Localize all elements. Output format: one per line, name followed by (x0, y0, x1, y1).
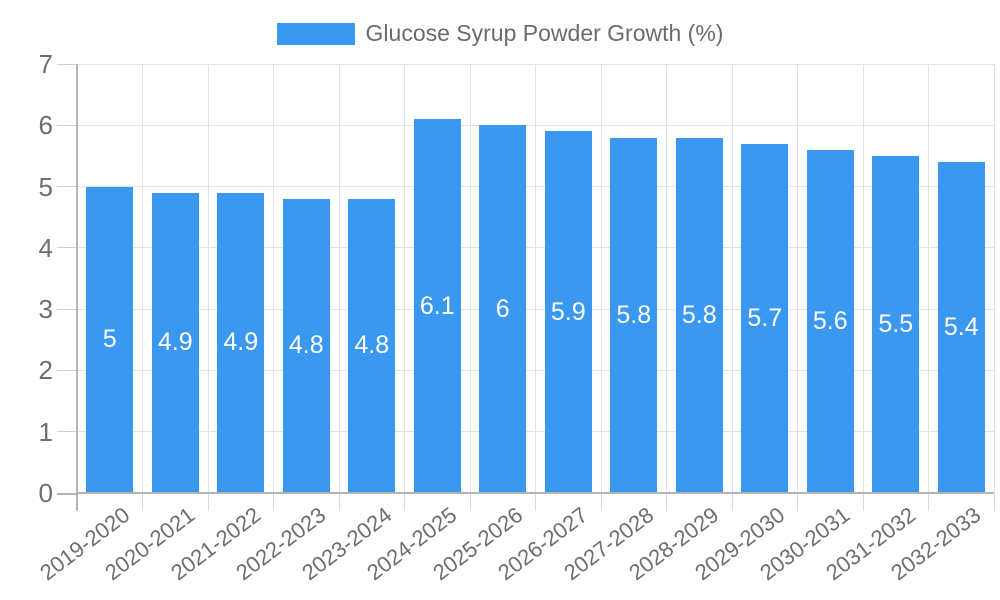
x-axis-tick (469, 493, 471, 511)
x-axis-tick (338, 493, 340, 511)
y-axis-tick (57, 63, 77, 65)
gridline-vertical (338, 64, 340, 493)
y-axis-label: 2 (38, 355, 53, 386)
y-axis-tick (57, 124, 77, 126)
bar[interactable]: 5.4 (937, 162, 985, 493)
gridline-vertical (666, 64, 667, 493)
bar[interactable]: 4.8 (282, 198, 330, 493)
bar[interactable]: 4.9 (217, 192, 265, 493)
bar-value-label: 4.9 (223, 328, 259, 357)
y-axis-tick (57, 431, 77, 433)
x-axis-tick (731, 493, 733, 511)
legend-label: Glucose Syrup Powder Growth (%) (365, 20, 724, 46)
gridline-vertical (600, 64, 602, 493)
bar-value-label: 4.8 (354, 331, 390, 360)
bar-value-label: 4.9 (157, 328, 193, 357)
gridline-vertical (273, 64, 274, 493)
bar-value-label: 6.1 (419, 291, 455, 320)
y-axis-tick (57, 247, 77, 249)
x-axis-tick (273, 493, 274, 511)
gridline-vertical (142, 64, 143, 493)
x-axis-tick (993, 493, 995, 511)
gridline-vertical (404, 64, 405, 493)
y-axis-line (76, 64, 78, 511)
x-axis-tick (600, 493, 602, 511)
bar[interactable]: 4.8 (348, 198, 396, 493)
bar-value-label: 5.6 (812, 306, 848, 335)
y-axis-label: 4 (38, 232, 53, 263)
bar-value-label: 5.8 (681, 300, 717, 329)
x-axis-tick (535, 493, 536, 511)
bar[interactable]: 4.9 (151, 192, 199, 493)
y-axis-tick (57, 308, 77, 310)
y-axis-tick (57, 492, 77, 495)
bar-value-label: 4.8 (288, 331, 324, 360)
legend-swatch (276, 22, 355, 45)
bar-value-label: 5.5 (878, 309, 914, 338)
x-axis-tick (404, 493, 405, 511)
bar[interactable]: 6 (479, 125, 527, 493)
bar[interactable]: 5.6 (806, 149, 854, 493)
bar-value-label: 5.8 (616, 300, 652, 329)
y-axis-label: 6 (38, 110, 53, 141)
x-axis-tick (142, 493, 143, 511)
gridline-vertical (535, 64, 536, 493)
legend[interactable]: Glucose Syrup Powder Growth (%) (0, 20, 1000, 47)
gridline-vertical (207, 64, 209, 493)
bar[interactable]: 5.8 (675, 137, 723, 493)
plot-area: 0 1 2 3 4 5 6 7 5 4.9 4.9 4.8 4.8 6.1 6 5.9 5.8 5.8 5.7 5.6… (35, 50, 995, 585)
bar-value-label: 5.4 (943, 313, 979, 342)
y-axis-label: 3 (38, 294, 53, 325)
gridline-vertical (862, 64, 864, 493)
gridline-vertical (928, 64, 929, 493)
gridline-vertical (797, 64, 798, 493)
x-axis-tick (862, 493, 864, 511)
gridline-vertical (731, 64, 733, 493)
x-axis-tick (207, 493, 209, 511)
y-axis-tick (57, 186, 77, 188)
x-axis-tick (797, 493, 798, 511)
gridline-vertical (993, 64, 995, 493)
bar[interactable]: 5.9 (544, 131, 592, 493)
bar-value-label: 6 (495, 294, 510, 323)
y-axis-label: 0 (38, 478, 53, 508)
x-axis-tick (928, 493, 929, 511)
y-axis-tick (57, 369, 77, 371)
bar[interactable]: 5.5 (872, 155, 920, 493)
bar[interactable]: 5.8 (610, 137, 658, 493)
bar[interactable]: 5.7 (741, 143, 789, 493)
bar-value-label: 5 (102, 325, 117, 354)
bar-value-label: 5.9 (550, 297, 586, 326)
x-axis-line (77, 492, 994, 494)
x-axis-tick (666, 493, 667, 511)
bar[interactable]: 6.1 (413, 119, 461, 493)
bar[interactable]: 5 (86, 186, 134, 493)
y-axis-label: 5 (38, 171, 53, 202)
bar-value-label: 5.7 (747, 303, 783, 332)
y-axis-label: 1 (38, 416, 53, 447)
y-axis-label: 7 (38, 49, 53, 79)
gridline-vertical (469, 64, 471, 493)
